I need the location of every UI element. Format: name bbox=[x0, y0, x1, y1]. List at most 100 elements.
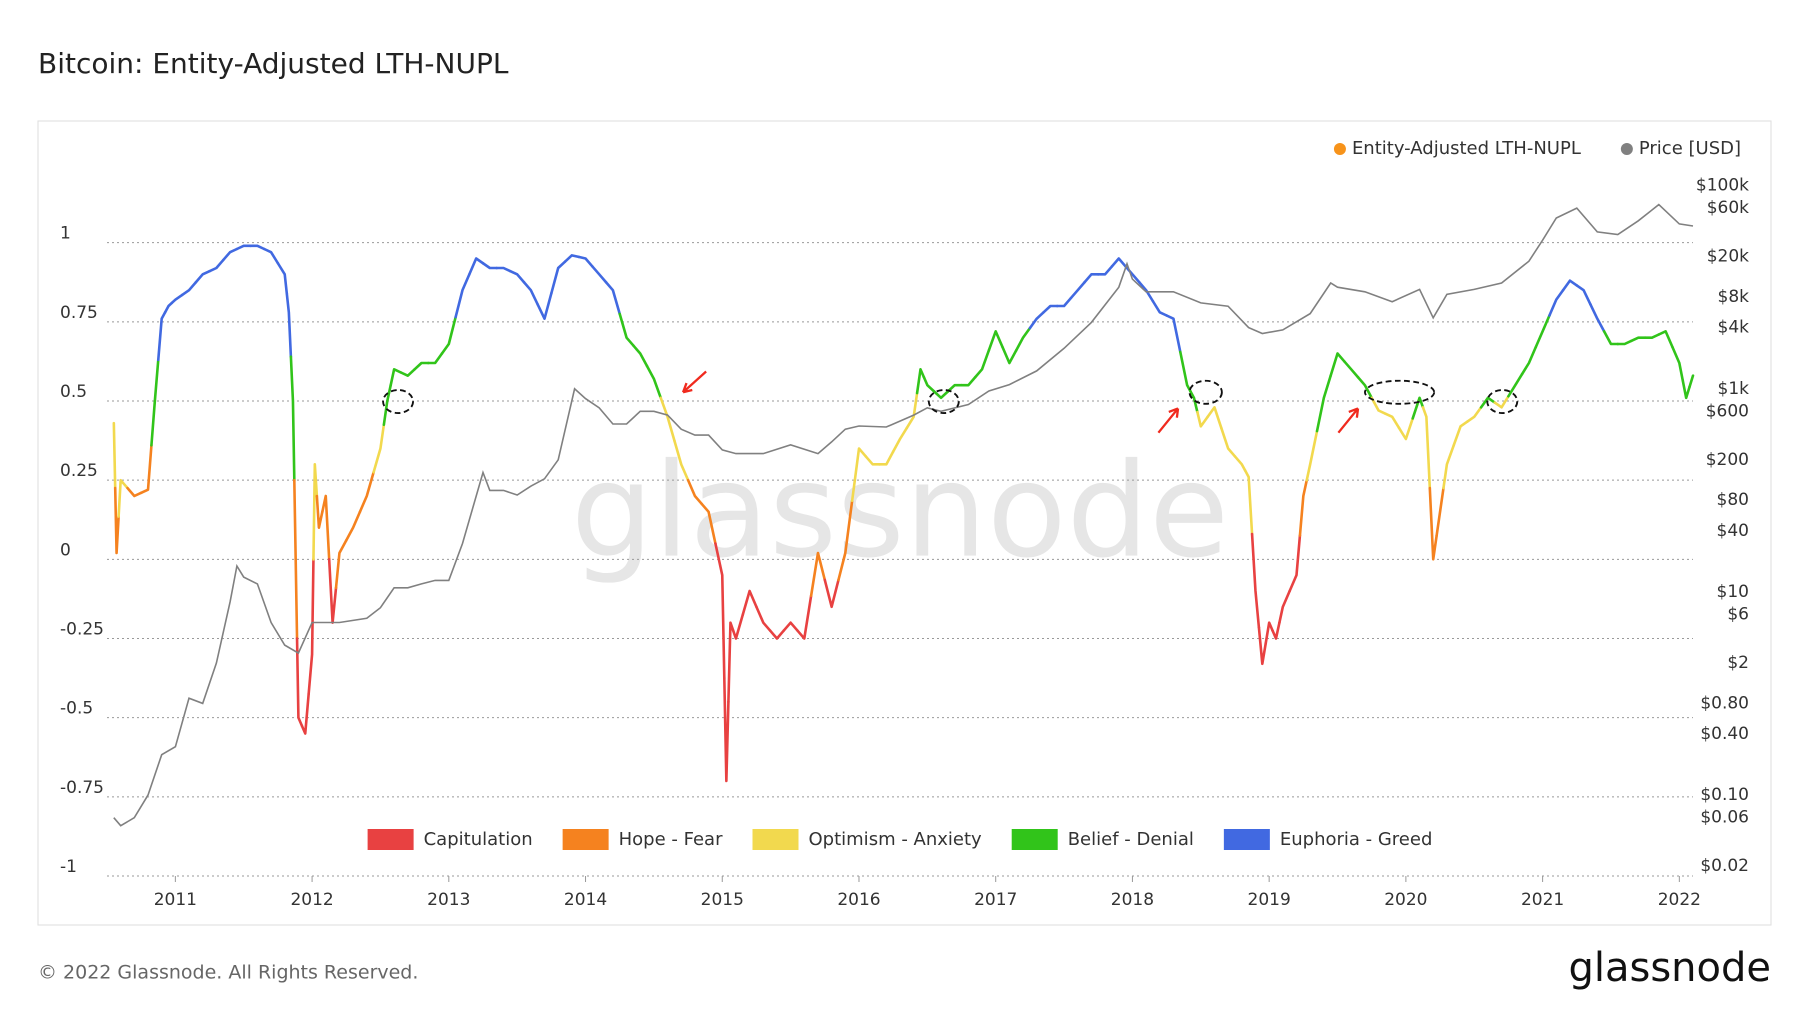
nupl-segment bbox=[170, 293, 184, 305]
nupl-segment bbox=[659, 396, 676, 442]
x-tick-label: 2015 bbox=[701, 890, 744, 910]
x-tick-label: 2019 bbox=[1248, 890, 1291, 910]
chart-frame bbox=[37, 120, 1772, 926]
nupl-segment bbox=[1042, 304, 1059, 314]
nupl-segment bbox=[1014, 326, 1032, 352]
nupl-segment bbox=[686, 478, 704, 506]
highlight-ellipse bbox=[1188, 379, 1223, 405]
nupl-segment bbox=[312, 463, 319, 561]
nupl-segment bbox=[1243, 469, 1254, 536]
legend-label: Optimism - Anxiety bbox=[809, 829, 983, 850]
nupl-segment bbox=[1688, 374, 1695, 389]
nupl-segment bbox=[782, 621, 799, 632]
legend-label: Hope - Fear bbox=[619, 829, 723, 850]
nupl-segment bbox=[1278, 589, 1291, 624]
nupl-segment bbox=[1520, 345, 1538, 376]
nupl-segment bbox=[1288, 534, 1302, 593]
nupl-segment bbox=[163, 301, 174, 314]
nupl-segment bbox=[946, 383, 963, 393]
nupl-segment bbox=[1411, 396, 1425, 420]
nupl-segment bbox=[1124, 265, 1141, 284]
y2-tick-label: $4k bbox=[1718, 318, 1750, 338]
y2-tick-label: $100k bbox=[1696, 176, 1749, 196]
price-line bbox=[113, 203, 1694, 827]
nupl-segment bbox=[413, 361, 430, 371]
nupl-segment bbox=[1055, 296, 1073, 308]
nupl-segment bbox=[289, 355, 296, 482]
y2-tick-label: $0.10 bbox=[1700, 785, 1749, 805]
logo: glassnode bbox=[1568, 945, 1771, 991]
nupl-segment bbox=[1264, 621, 1274, 645]
y2-tick-label: $80 bbox=[1717, 490, 1749, 510]
y-tick-label: 0.25 bbox=[60, 461, 98, 481]
nupl-segment bbox=[1069, 280, 1086, 300]
y2-tick-label: $10 bbox=[1717, 582, 1749, 602]
nupl-segment bbox=[293, 478, 299, 640]
arrow bbox=[681, 370, 707, 394]
nupl-segment bbox=[1548, 288, 1565, 317]
legend-swatch bbox=[752, 829, 799, 850]
y2-tick-label: $6 bbox=[1727, 604, 1749, 624]
nupl-segment bbox=[1428, 486, 1438, 561]
nupl-segment bbox=[891, 426, 909, 453]
nupl-segment bbox=[1589, 303, 1606, 333]
x-tick-label: 2016 bbox=[837, 890, 880, 910]
y-tick-label: 0.75 bbox=[60, 303, 98, 323]
nupl-segment bbox=[905, 391, 919, 430]
y2-tick-label: $20k bbox=[1707, 247, 1749, 267]
nupl-segment bbox=[156, 311, 167, 362]
nupl-segment bbox=[382, 383, 393, 427]
y2-tick-label: $2 bbox=[1727, 653, 1749, 673]
nupl-segment bbox=[427, 352, 444, 365]
nupl-segment bbox=[113, 486, 120, 555]
nupl-segment bbox=[809, 551, 827, 598]
nupl-segment bbox=[454, 273, 471, 319]
nupl-segment bbox=[468, 257, 485, 276]
legend-swatch bbox=[1223, 829, 1270, 850]
legend-swatch bbox=[367, 829, 414, 850]
nupl-segment bbox=[1442, 444, 1456, 490]
x-tick-label: 2012 bbox=[290, 890, 333, 910]
nupl-segment bbox=[673, 439, 690, 482]
nupl-segment bbox=[1196, 410, 1209, 428]
nupl-segment bbox=[307, 558, 315, 696]
nupl-segment bbox=[1671, 345, 1685, 382]
nupl-segment bbox=[1602, 330, 1620, 346]
nupl-segment bbox=[389, 368, 403, 387]
nupl-segment bbox=[1329, 352, 1346, 377]
nupl-segment bbox=[1096, 265, 1114, 276]
nupl-segment bbox=[221, 247, 239, 262]
nupl-segment bbox=[344, 510, 362, 542]
legend-label: Euphoria - Greed bbox=[1280, 829, 1433, 850]
nupl-segment bbox=[645, 364, 663, 400]
nupl-segment bbox=[1178, 350, 1192, 393]
y2-tick-label: $0.80 bbox=[1700, 693, 1749, 713]
arrow bbox=[1337, 407, 1360, 434]
arrows bbox=[681, 370, 1360, 434]
nupl-segment bbox=[755, 605, 772, 632]
nupl-segment bbox=[1083, 273, 1100, 284]
nupl-segment bbox=[1151, 299, 1168, 317]
y2-tick-label: $200 bbox=[1706, 450, 1749, 470]
nupl-segment bbox=[208, 258, 225, 273]
nupl-segment bbox=[604, 280, 622, 316]
nupl-segment bbox=[1370, 396, 1387, 415]
legend-dot bbox=[1620, 143, 1633, 155]
legend-dot bbox=[1333, 143, 1346, 155]
legend-label: Price [USD] bbox=[1639, 138, 1741, 159]
nupl-segment bbox=[1479, 396, 1497, 409]
nupl-segment bbox=[372, 423, 386, 474]
nupl-segment bbox=[1507, 372, 1524, 398]
nupl-segment bbox=[987, 330, 1004, 352]
x-tick-label: 2022 bbox=[1658, 890, 1701, 910]
nupl-segment bbox=[1343, 360, 1360, 379]
nupl-segment bbox=[973, 349, 991, 379]
highlight-ellipse bbox=[1364, 379, 1436, 405]
nupl-segment bbox=[1189, 390, 1199, 414]
nupl-segment bbox=[150, 358, 160, 447]
nupl-segment bbox=[563, 254, 580, 263]
nupl-segment bbox=[194, 269, 211, 284]
nupl-segment bbox=[1298, 478, 1309, 537]
nupl-segment bbox=[1681, 379, 1691, 400]
highlight-ellipse bbox=[382, 389, 414, 414]
